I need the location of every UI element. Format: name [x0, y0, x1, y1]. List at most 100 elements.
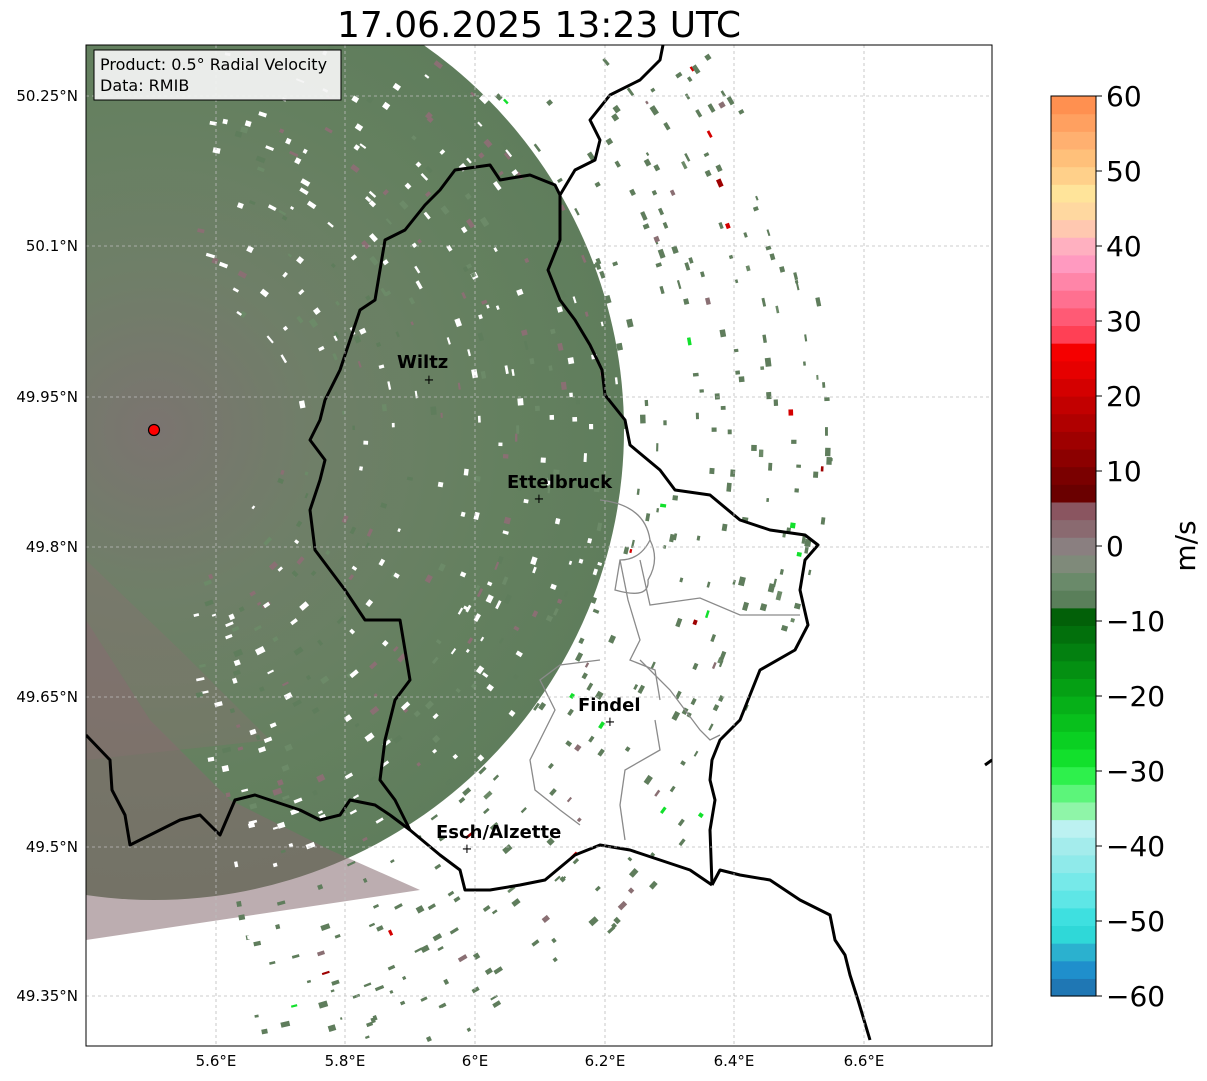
radar-speckle-pixel — [707, 103, 716, 113]
radar-speckle-pixel — [803, 361, 806, 366]
radar-speckle-pixel — [263, 601, 271, 609]
radar-speckle-pixel — [678, 838, 686, 847]
radar-speckle-pixel — [486, 304, 490, 309]
radar-speckle-pixel — [640, 211, 648, 221]
city-marker-ettelbruck: + — [534, 492, 545, 507]
radar-speckle-pixel — [550, 328, 556, 335]
radar-speckle-pixel — [530, 556, 538, 566]
radar-speckle-pixel — [516, 425, 520, 434]
radar-speckle-pixel — [380, 502, 388, 509]
radar-speckle-pixel — [285, 137, 292, 145]
radar-speckle-pixel — [312, 789, 318, 796]
radar-speckle-pixel — [354, 722, 360, 728]
radar-speckle-pixel — [686, 337, 692, 346]
radar-speckle-pixel — [597, 748, 605, 757]
radar-speckle-pixel — [261, 1028, 268, 1035]
radar-speckle-pixel — [779, 266, 786, 273]
radar-speckle-pixel — [400, 701, 411, 711]
radar-speckle-pixel — [710, 333, 718, 341]
colorbar-segment — [1051, 890, 1096, 909]
radar-speckle-pixel — [466, 1027, 472, 1032]
radar-speckle-pixel — [218, 261, 229, 269]
colorbar-segment — [1051, 448, 1096, 468]
x-tick-label: 6°E — [462, 1052, 489, 1070]
radar-speckle-pixel — [455, 687, 461, 694]
radar-speckle-pixel — [523, 498, 529, 504]
radar-speckle-pixel — [304, 1027, 310, 1033]
radar-speckle-pixel — [505, 149, 513, 158]
colorbar-segment — [1051, 572, 1096, 591]
radar-speckle-pixel — [432, 734, 441, 744]
colorbar-segment — [1051, 960, 1096, 979]
radar-speckle-pixel — [478, 314, 483, 320]
radar-speckle-pixel — [550, 583, 557, 590]
radar-speckle-pixel — [483, 138, 493, 148]
radar-speckle-pixel — [712, 704, 720, 712]
radar-speckle-pixel — [724, 683, 730, 689]
radar-speckle-pixel — [742, 601, 750, 611]
radar-speckle-pixel — [375, 342, 382, 348]
radar-speckle-pixel — [503, 152, 511, 160]
radar-speckle-pixel — [493, 181, 502, 191]
radar-speckle-pixel — [781, 350, 785, 355]
radar-speckle-pixel — [720, 405, 726, 410]
radar-speckle-pixel — [653, 235, 660, 243]
radar-speckle-pixel — [650, 661, 656, 669]
radar-speckle-pixel — [334, 933, 341, 939]
colorbar-segment — [1051, 201, 1096, 221]
radar-speckle-pixel — [361, 240, 370, 250]
radar-speckle-pixel — [626, 318, 634, 328]
radar-speckle-pixel — [822, 382, 826, 388]
radar-speckle-pixel — [760, 366, 765, 371]
radar-speckle-pixel — [404, 182, 412, 190]
colorbar-segment — [1051, 396, 1096, 415]
radar-speckle-pixel — [718, 101, 726, 109]
radar-speckle-pixel — [423, 211, 431, 220]
colorbar-segment — [1051, 643, 1096, 662]
radar-speckle-pixel — [618, 185, 627, 196]
radar-speckle-pixel — [645, 152, 650, 157]
radar-speckle-pixel — [279, 128, 285, 134]
colorbar-tick-label: 20 — [1106, 380, 1142, 413]
radar-speckle-pixel — [277, 821, 286, 829]
radar-speckle-pixel — [762, 334, 767, 344]
colorbar-segment — [1051, 413, 1096, 432]
radar-speckle-pixel — [513, 625, 520, 632]
radar-speckle-pixel — [554, 518, 561, 525]
radar-speckle-pixel — [603, 352, 608, 357]
radar-speckle-pixel — [397, 528, 401, 533]
radar-speckle-pixel — [704, 169, 712, 177]
radar-speckle-pixel — [387, 381, 392, 390]
radar-speckle-pixel — [813, 471, 819, 478]
radar-speckle-pixel — [727, 429, 732, 435]
radar-speckle-pixel — [354, 123, 364, 132]
radar-speckle-pixel — [482, 672, 489, 678]
radar-speckle-pixel — [325, 549, 331, 556]
radar-speckle-pixel — [608, 634, 616, 644]
radar-speckle-pixel — [269, 961, 276, 965]
radar-speckle-pixel — [248, 200, 256, 206]
radar-speckle-pixel — [672, 495, 679, 501]
radar-speckle-pixel — [675, 617, 683, 628]
radar-speckle-pixel — [684, 153, 691, 162]
radar-speckle-pixel — [255, 155, 266, 164]
radar-speckle-pixel — [440, 205, 450, 215]
radar-speckle-pixel — [588, 916, 599, 927]
city-markers: Wiltz + Ettelbruck + Findel + Esch/Alzet… — [397, 352, 641, 857]
radar-speckle-pixel — [344, 772, 354, 780]
radar-speckle-pixel — [221, 746, 232, 754]
radar-speckle-pixel — [508, 709, 516, 717]
radar-speckle-pixel — [738, 576, 746, 587]
radar-speckle-pixel — [515, 433, 518, 442]
colorbar-segment — [1051, 660, 1096, 679]
radar-speckle-pixel — [533, 143, 541, 153]
radar-speckle-pixel — [692, 619, 698, 626]
radar-speckle-pixel — [362, 877, 368, 883]
radar-speckle-pixel — [642, 223, 650, 230]
radar-speckle-pixel — [389, 989, 394, 994]
radar-speckle-pixel — [306, 979, 312, 984]
radar-speckle-pixel — [460, 84, 471, 94]
radar-speckle-pixel — [239, 310, 247, 319]
radar-speckle-pixel — [594, 181, 601, 188]
radar-speckle-pixel — [254, 646, 266, 656]
